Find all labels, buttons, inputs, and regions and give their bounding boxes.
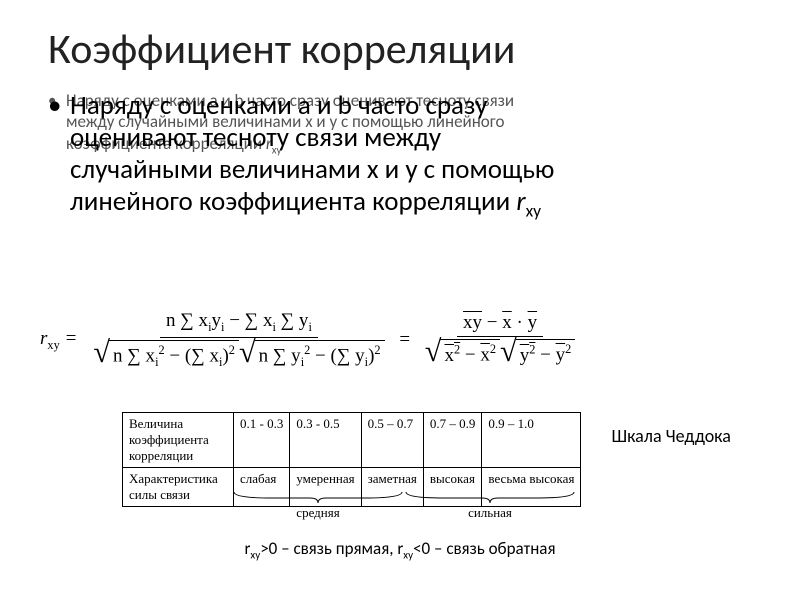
formula-frac-right: xy − x · y x2 − x2y2 − y2 bbox=[419, 312, 582, 367]
row-header: Характеристика силы связи bbox=[123, 468, 234, 507]
brace-label: сильная bbox=[468, 505, 512, 521]
footer-note: rxy>0 – связь прямая, rxy<0 – связь обра… bbox=[0, 538, 800, 561]
slide-title: Коэффициент корреляции bbox=[48, 28, 752, 72]
brace-icon bbox=[232, 490, 404, 504]
brace-label: средняя bbox=[296, 505, 339, 521]
formula-lhs: rxy = bbox=[40, 328, 83, 353]
table-cell: 0.9 – 1.0 bbox=[482, 413, 581, 468]
table-cell: 0.5 – 0.7 bbox=[361, 413, 423, 468]
row-header: Величина коэффициента корреляции bbox=[123, 413, 234, 468]
brace-middle: средняя bbox=[232, 490, 404, 521]
slide: Коэффициент корреляции Наряду с оценками… bbox=[0, 0, 800, 600]
table-cell: 0.1 - 0.3 bbox=[234, 413, 290, 468]
formula: rxy = n ∑ xiyi − ∑ xi ∑ yi n ∑ xi2 − (∑ … bbox=[40, 310, 585, 370]
table-cell: 0.7 – 0.9 bbox=[423, 413, 482, 468]
braces: средняя сильная bbox=[232, 490, 576, 521]
formula-frac-left: n ∑ xiyi − ∑ xi ∑ yi n ∑ xi2 − (∑ xi)2n … bbox=[87, 310, 390, 370]
table-cell: 0.3 - 0.5 bbox=[290, 413, 361, 468]
brace-strong: сильная bbox=[404, 490, 576, 521]
brace-icon bbox=[404, 490, 576, 504]
scale-side-label: Шкала Чеддока bbox=[611, 426, 730, 448]
table-row: Величина коэффициента корреляции 0.1 - 0… bbox=[123, 413, 581, 468]
bullet-text-main: Наряду с оценками a и b часто сразу оцен… bbox=[48, 90, 554, 221]
equals: = bbox=[395, 329, 415, 351]
